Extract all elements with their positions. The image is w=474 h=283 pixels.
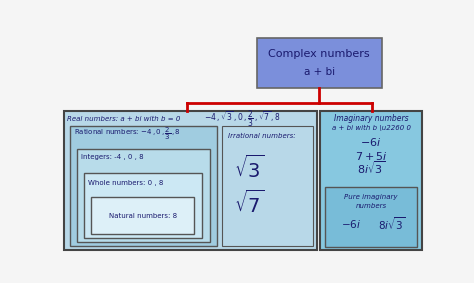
Text: $8i\sqrt{3}$: $8i\sqrt{3}$ [378, 216, 405, 233]
Text: Real numbers: a + bi with b = 0: Real numbers: a + bi with b = 0 [67, 116, 181, 122]
Bar [84, 173, 202, 238]
Text: Whole numbers: 0 , 8: Whole numbers: 0 , 8 [88, 180, 164, 186]
Text: Natural numbers: 8: Natural numbers: 8 [109, 213, 177, 219]
Text: Pure imaginary: Pure imaginary [345, 194, 398, 200]
Text: $\sqrt{3}$: $\sqrt{3}$ [234, 155, 264, 182]
Bar [222, 127, 313, 246]
Text: $7 + 5i$: $7 + 5i$ [355, 150, 388, 162]
Text: a + bi: a + bi [303, 67, 335, 77]
Text: a + bi with b \u2260 0: a + bi with b \u2260 0 [332, 125, 410, 131]
Bar [320, 111, 422, 250]
Bar [77, 149, 210, 242]
Bar [325, 187, 417, 247]
Text: $-6i$: $-6i$ [341, 218, 361, 230]
Text: Complex numbers: Complex numbers [268, 49, 370, 59]
Text: Imaginary numbers: Imaginary numbers [334, 114, 409, 123]
Text: numbers: numbers [356, 203, 387, 209]
Bar [64, 111, 317, 250]
Text: $\sqrt{7}$: $\sqrt{7}$ [234, 190, 264, 217]
Bar [71, 127, 217, 246]
Text: Rational numbers: $-4\,,0\,,\dfrac{2}{3}\,,8$: Rational numbers: $-4\,,0\,,\dfrac{2}{3}… [74, 126, 181, 142]
Bar [91, 197, 194, 234]
Text: Irrational numbers:: Irrational numbers: [228, 133, 296, 139]
Text: $8i\sqrt{3}$: $8i\sqrt{3}$ [357, 160, 385, 176]
Bar [257, 38, 382, 88]
Text: $-6i$: $-6i$ [360, 136, 382, 148]
Text: Integers: -4 , 0 , 8: Integers: -4 , 0 , 8 [81, 154, 144, 160]
Text: $-4\,,\sqrt{3}\,,0\,,\dfrac{2}{3}\,,\sqrt{7}\,,8$: $-4\,,\sqrt{3}\,,0\,,\dfrac{2}{3}\,,\sqr… [204, 108, 281, 129]
